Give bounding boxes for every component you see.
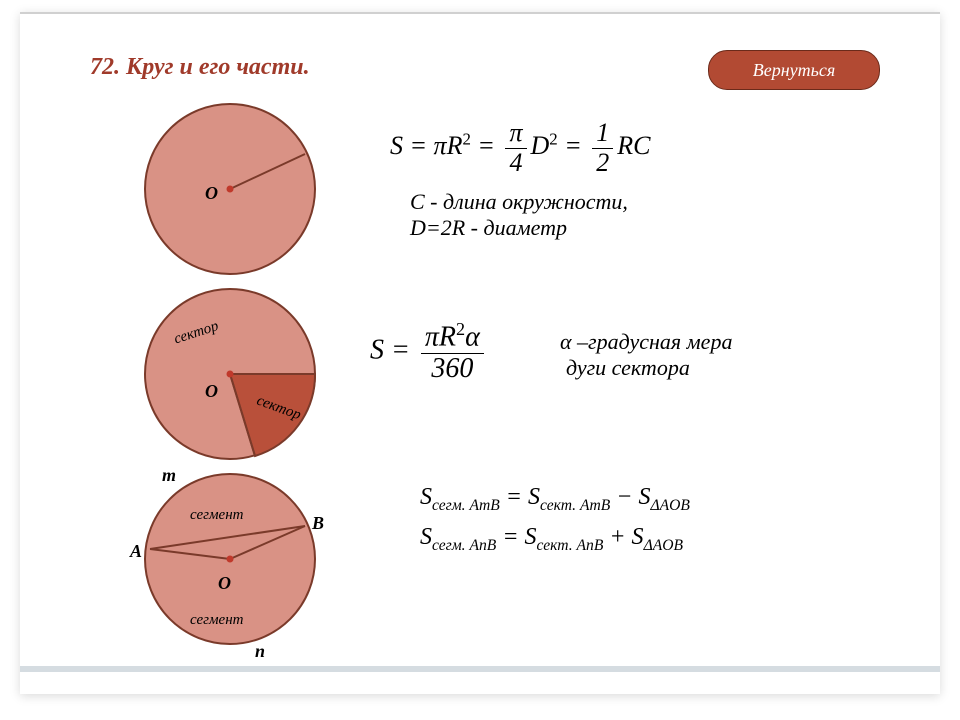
svg-text:n: n (255, 641, 265, 661)
desc-sector: α –градусная мера дуги сектора (560, 329, 732, 381)
formula-segment-n: Sсегм. AnB = Sсект. AnB + SΔAOB (420, 524, 683, 555)
circle-segments: О А В m n сегмент сегмент (129, 465, 324, 661)
circle-full: О (145, 104, 315, 274)
formula-segment-m: Sсегм. AmB = Sсект. AmB − SΔAOB (420, 484, 690, 515)
svg-text:О: О (205, 381, 218, 401)
bottom-accent-bar (20, 666, 940, 672)
svg-text:m: m (162, 465, 176, 485)
back-button[interactable]: Вернуться (708, 50, 880, 90)
svg-text:А: А (129, 541, 142, 561)
slide: 72. Круг и его части. Вернуться О О сект… (20, 12, 940, 694)
diagram-column: О О сектор сектор О А (100, 99, 360, 679)
svg-text:сегмент: сегмент (190, 507, 244, 523)
svg-text:сегмент: сегмент (190, 612, 244, 628)
svg-text:О: О (218, 573, 231, 593)
back-button-label: Вернуться (753, 60, 835, 81)
svg-text:О: О (205, 183, 218, 203)
svg-text:В: В (311, 513, 324, 533)
circle-sectors: О сектор сектор (145, 289, 315, 459)
desc-circumference: С - длина окружности, D=2R - диаметр (410, 189, 628, 241)
diagrams-svg: О О сектор сектор О А (100, 99, 360, 679)
formula-area: S = πR2 = π4D2 = 12RC (390, 119, 651, 177)
slide-title: 72. Круг и его части. (90, 54, 310, 81)
formula-sector: S = πR2α360 (370, 319, 488, 385)
